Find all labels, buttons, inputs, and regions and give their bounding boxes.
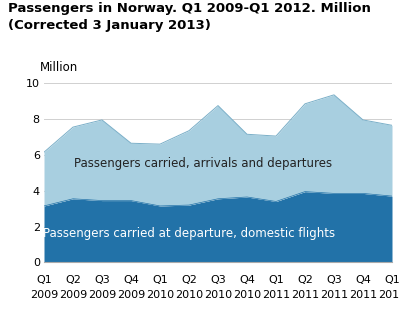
Text: 2011: 2011 [262,290,290,300]
Text: Q4: Q4 [123,275,139,285]
Text: Million: Million [40,60,78,74]
Text: 2009: 2009 [88,290,116,300]
Text: Passengers in Norway. Q1 2009-Q1 2012. Million: Passengers in Norway. Q1 2009-Q1 2012. M… [8,2,371,15]
Text: Q3: Q3 [210,275,226,285]
Text: 2009: 2009 [117,290,145,300]
Text: 2011: 2011 [291,290,319,300]
Text: Q3: Q3 [94,275,110,285]
Text: Q1: Q1 [36,275,52,285]
Text: Q2: Q2 [65,275,81,285]
Text: Q3: Q3 [326,275,342,285]
Text: 2010: 2010 [204,290,232,300]
Text: 2012: 2012 [378,290,400,300]
Text: 2011: 2011 [320,290,348,300]
Text: Q4: Q4 [355,275,371,285]
Text: 2009: 2009 [30,290,58,300]
Text: Q1: Q1 [384,275,400,285]
Text: 2010: 2010 [233,290,261,300]
Text: (Corrected 3 January 2013): (Corrected 3 January 2013) [8,19,211,32]
Text: Q1: Q1 [152,275,168,285]
Text: 2010: 2010 [146,290,174,300]
Text: Passengers carried at departure, domestic flights: Passengers carried at departure, domesti… [43,227,335,240]
Text: 2011: 2011 [349,290,377,300]
Text: Q2: Q2 [181,275,197,285]
Text: Passengers carried, arrivals and departures: Passengers carried, arrivals and departu… [74,157,332,170]
Text: Q4: Q4 [239,275,255,285]
Text: 2009: 2009 [59,290,87,300]
Text: 2010: 2010 [175,290,203,300]
Text: Q2: Q2 [297,275,313,285]
Text: Q1: Q1 [268,275,284,285]
